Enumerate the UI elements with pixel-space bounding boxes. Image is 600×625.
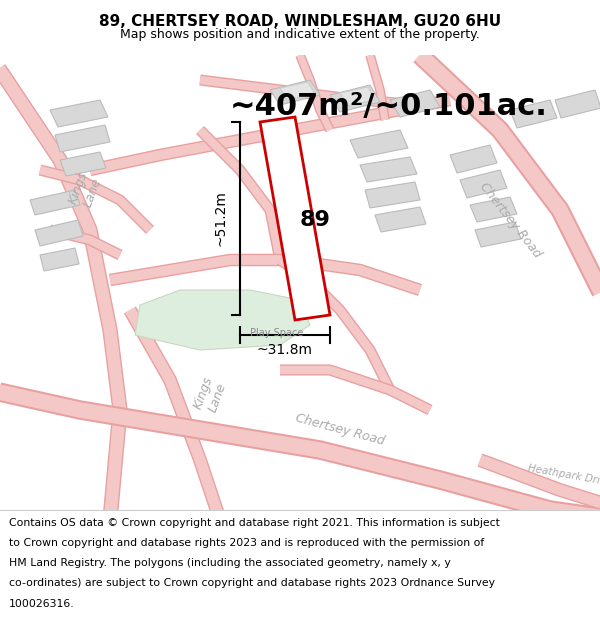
Text: Contains OS data © Crown copyright and database right 2021. This information is : Contains OS data © Crown copyright and d…	[9, 518, 500, 528]
Polygon shape	[360, 157, 417, 182]
Polygon shape	[260, 117, 330, 320]
Polygon shape	[365, 182, 420, 208]
Text: ~51.2m: ~51.2m	[214, 191, 228, 246]
Text: 89, CHERTSEY ROAD, WINDLESHAM, GU20 6HU: 89, CHERTSEY ROAD, WINDLESHAM, GU20 6HU	[99, 14, 501, 29]
Polygon shape	[280, 82, 315, 100]
Polygon shape	[35, 220, 83, 246]
Polygon shape	[460, 170, 507, 198]
Text: Chertsey Road: Chertsey Road	[476, 180, 544, 260]
Text: Kings
Lane: Kings Lane	[66, 169, 104, 211]
Text: co-ordinates) are subject to Crown copyright and database rights 2023 Ordnance S: co-ordinates) are subject to Crown copyr…	[9, 578, 495, 588]
Polygon shape	[60, 152, 106, 176]
Text: Chertsey Road: Chertsey Road	[294, 412, 386, 448]
Polygon shape	[55, 125, 110, 152]
Polygon shape	[470, 197, 517, 222]
Text: Kings
Lane: Kings Lane	[191, 374, 229, 416]
Text: ~31.8m: ~31.8m	[257, 343, 313, 357]
Polygon shape	[50, 100, 108, 127]
Polygon shape	[270, 80, 320, 105]
Text: HM Land Registry. The polygons (including the associated geometry, namely x, y: HM Land Registry. The polygons (includin…	[9, 558, 451, 568]
Polygon shape	[30, 190, 80, 215]
Text: 100026316.: 100026316.	[9, 599, 74, 609]
Polygon shape	[40, 248, 79, 271]
Polygon shape	[350, 130, 408, 158]
Polygon shape	[555, 90, 600, 118]
Polygon shape	[475, 222, 521, 247]
Text: Play Space: Play Space	[250, 328, 304, 338]
Polygon shape	[135, 290, 310, 350]
Text: to Crown copyright and database rights 2023 and is reproduced with the permissio: to Crown copyright and database rights 2…	[9, 538, 484, 548]
Polygon shape	[340, 87, 375, 106]
Text: Map shows position and indicative extent of the property.: Map shows position and indicative extent…	[120, 28, 480, 41]
Text: Heathpark Drive: Heathpark Drive	[527, 462, 600, 488]
Polygon shape	[390, 90, 440, 117]
Polygon shape	[450, 145, 497, 173]
Polygon shape	[510, 100, 557, 128]
Polygon shape	[330, 85, 380, 112]
Text: ~407m²/~0.101ac.: ~407m²/~0.101ac.	[230, 92, 548, 121]
Text: 89: 89	[299, 210, 331, 230]
Polygon shape	[375, 207, 426, 232]
